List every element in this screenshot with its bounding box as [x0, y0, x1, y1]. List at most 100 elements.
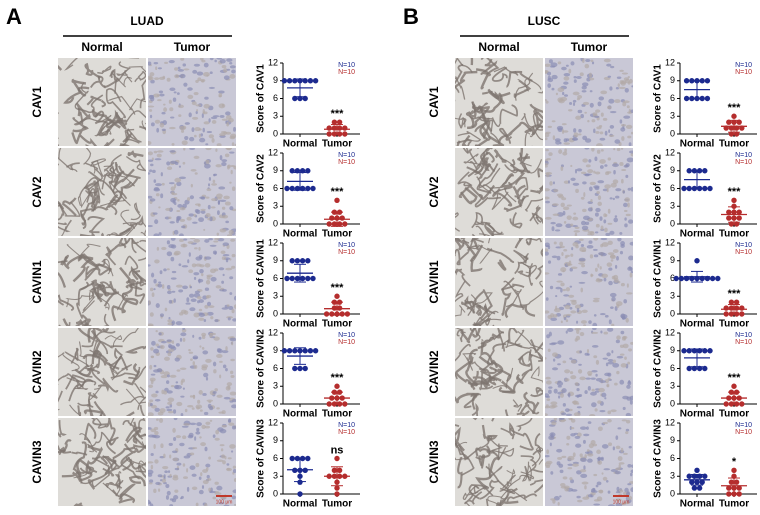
alveolar-wall	[100, 120, 113, 136]
cell	[148, 94, 154, 97]
cell	[208, 86, 216, 89]
alveolar-wall	[512, 399, 523, 412]
alveolar-wall	[531, 212, 543, 225]
cell	[231, 399, 236, 403]
cell	[563, 294, 570, 297]
cell	[197, 77, 202, 82]
cell	[229, 444, 236, 449]
image-texture	[455, 58, 543, 146]
alveolar-wall	[478, 117, 501, 144]
data-point	[289, 168, 295, 174]
cell	[198, 489, 204, 495]
cell	[613, 217, 618, 223]
alveolar-wall	[58, 420, 67, 438]
cell	[593, 238, 599, 241]
cell	[566, 204, 572, 207]
cell	[169, 473, 172, 478]
alveolar-wall	[516, 410, 530, 416]
alveolar-wall	[58, 294, 75, 312]
cell	[180, 412, 184, 416]
cell	[170, 277, 177, 280]
cell	[572, 99, 577, 103]
cell	[181, 378, 185, 383]
cell	[206, 74, 209, 77]
data-point	[736, 485, 742, 491]
cell	[183, 423, 191, 426]
cell	[620, 282, 625, 287]
data-point	[733, 479, 740, 485]
cell	[591, 148, 595, 152]
y-tick-label: 6	[670, 453, 675, 463]
cell	[179, 73, 186, 79]
cell	[600, 112, 604, 117]
cell	[174, 489, 179, 493]
row-label: CAVIN3	[427, 440, 441, 483]
cell	[156, 94, 160, 97]
cell	[201, 485, 205, 489]
cell	[199, 409, 203, 412]
cell	[213, 240, 219, 243]
cell	[584, 390, 588, 395]
alveolar-wall	[455, 268, 471, 287]
cell	[610, 254, 616, 260]
cell	[211, 119, 217, 124]
cell	[628, 481, 633, 484]
cell	[628, 142, 632, 146]
cell	[602, 188, 608, 192]
cell	[189, 286, 193, 289]
cell	[166, 268, 170, 271]
cell	[189, 148, 196, 150]
cell	[598, 252, 605, 256]
cell	[578, 133, 582, 136]
cell	[627, 266, 633, 271]
cell	[548, 405, 556, 409]
cell	[621, 168, 627, 172]
cell	[153, 150, 158, 154]
cell	[229, 61, 233, 65]
alveolar-wall	[79, 433, 98, 453]
cell	[225, 367, 228, 372]
y-tick-label: 6	[670, 273, 675, 283]
cell	[559, 418, 565, 420]
cell	[616, 76, 622, 79]
cell	[614, 99, 621, 104]
alveolar-wall	[457, 456, 463, 489]
cell	[159, 479, 163, 482]
alveolar-wall	[58, 373, 76, 386]
cell	[582, 135, 588, 141]
cell	[214, 481, 219, 485]
alveolar-wall	[463, 491, 483, 505]
y-tick-label: 12	[268, 57, 278, 67]
alveolar-wall	[455, 360, 476, 391]
data-point	[310, 185, 316, 192]
cell	[595, 373, 598, 377]
alveolar-wall	[470, 244, 484, 272]
cell	[562, 476, 568, 480]
cell	[166, 251, 173, 257]
alveolar-wall	[58, 446, 65, 455]
x-tick-label: Normal	[283, 409, 318, 420]
cell	[621, 80, 627, 84]
data-point	[731, 113, 737, 119]
alveolar-wall	[65, 292, 94, 308]
alveolar-wall	[58, 201, 81, 217]
cell	[148, 195, 153, 199]
cell	[557, 502, 560, 506]
cell	[557, 61, 562, 65]
cell	[232, 318, 236, 322]
alveolar-wall	[458, 436, 490, 461]
cell	[192, 446, 198, 450]
cell	[226, 58, 233, 62]
cell	[561, 66, 567, 71]
cell	[180, 58, 185, 61]
cell	[591, 331, 599, 334]
cell	[591, 119, 596, 123]
cell	[573, 128, 577, 133]
cell	[590, 391, 597, 396]
image-texture	[455, 418, 543, 506]
cell	[158, 488, 161, 492]
cell	[606, 188, 609, 193]
x-tick-label: Tumor	[322, 139, 352, 150]
cell	[571, 489, 578, 492]
data-point	[310, 275, 316, 282]
